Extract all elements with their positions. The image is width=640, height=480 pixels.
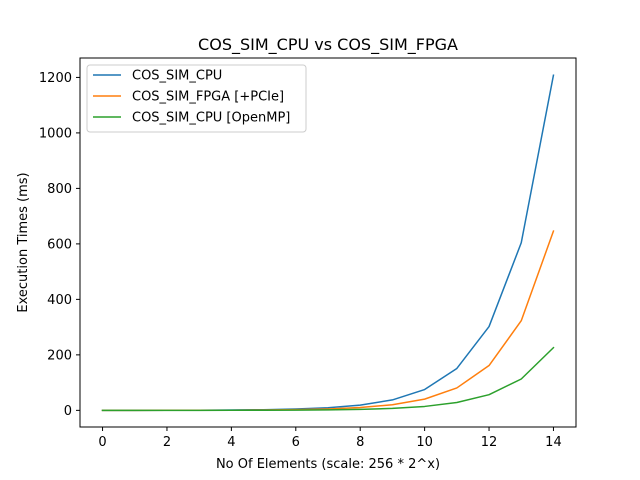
x-tick-label: 12 <box>481 435 498 450</box>
x-tick-label: 10 <box>416 435 433 450</box>
y-tick-label: 0 <box>64 404 72 419</box>
x-tick-label: 0 <box>98 435 106 450</box>
legend: COS_SIM_CPU COS_SIM_FPGA [+PCIe] COS_SIM_C… <box>86 64 307 133</box>
y-tick-label: 600 <box>47 237 72 252</box>
y-tick-label: 400 <box>47 293 72 308</box>
x-tick-label: 8 <box>356 435 364 450</box>
y-tick-label: 800 <box>47 182 72 197</box>
x-tick-label: 14 <box>545 435 562 450</box>
y-axis-ticks: 0 200 400 600 800 1000 1200 <box>39 71 80 419</box>
legend-box <box>86 64 307 133</box>
series-line-3 <box>101 346 555 412</box>
legend-label-1: COS_SIM_CPU <box>132 69 222 84</box>
series-lines <box>101 74 555 412</box>
y-axis-label: Execution Times (ms) <box>16 172 31 312</box>
x-axis-label: No Of Elements (scale: 256 * 2^x) <box>216 457 440 472</box>
y-tick-label: 1000 <box>39 126 72 141</box>
legend-label-2: COS_SIM_FPGA [+PCIe] <box>132 90 284 105</box>
x-tick-label: 2 <box>163 435 171 450</box>
x-tick-label: 6 <box>292 435 300 450</box>
y-tick-label: 200 <box>47 348 72 363</box>
y-tick-label: 1200 <box>39 71 72 86</box>
legend-label-3: COS_SIM_CPU [OpenMP] <box>132 111 290 126</box>
chart-title: COS_SIM_CPU vs COS_SIM_FPGA <box>198 35 458 55</box>
plot-frame <box>79 57 577 428</box>
x-axis-ticks: 0 2 4 6 8 10 12 14 <box>98 427 562 450</box>
x-tick-label: 4 <box>227 435 235 450</box>
